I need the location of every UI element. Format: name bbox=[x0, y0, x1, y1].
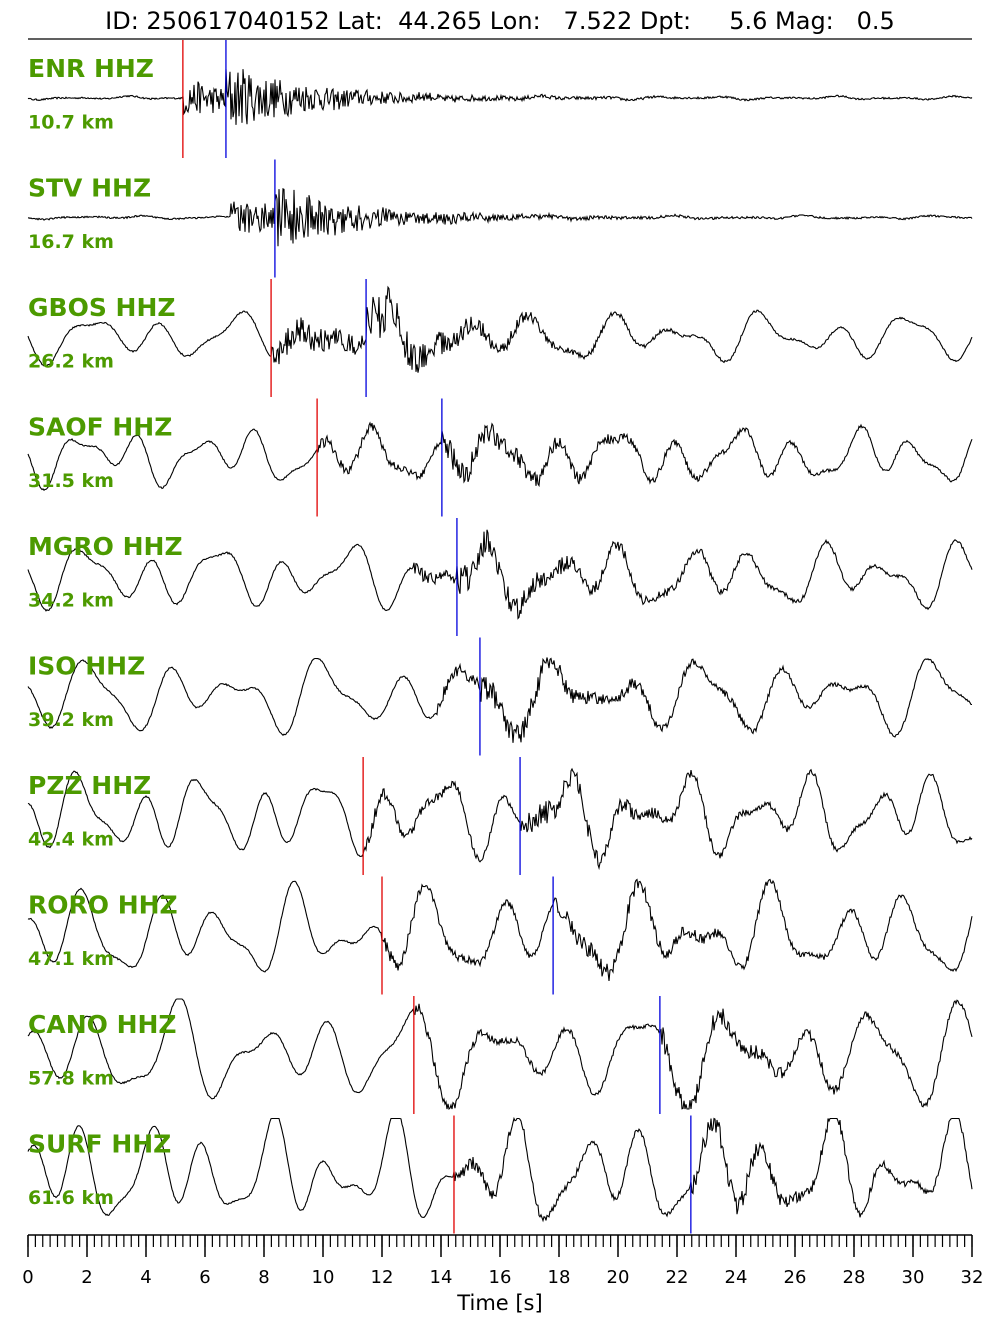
x-tick-label: 16 bbox=[489, 1267, 512, 1288]
waveform bbox=[27, 767, 973, 871]
station-label: GBOS HHZ bbox=[28, 293, 176, 322]
waveform bbox=[27, 657, 972, 743]
waveform bbox=[27, 421, 973, 491]
waveform bbox=[27, 1116, 973, 1223]
x-tick-label: 14 bbox=[430, 1267, 453, 1288]
distance-label: 31.5 km bbox=[28, 470, 114, 492]
station-label: SURF HHZ bbox=[28, 1130, 171, 1159]
chart-title: ID: 250617040152 Lat: 44.265 Lon: 7.522 … bbox=[105, 7, 895, 35]
waveform bbox=[27, 998, 973, 1111]
x-tick-label: 0 bbox=[22, 1267, 33, 1288]
x-tick-label: 32 bbox=[961, 1267, 984, 1288]
x-tick-label: 22 bbox=[666, 1267, 689, 1288]
distance-label: 47.1 km bbox=[28, 948, 114, 970]
station-label: RORO HHZ bbox=[28, 891, 178, 920]
waveform bbox=[27, 529, 973, 620]
station-label: CANO HHZ bbox=[28, 1010, 177, 1039]
x-tick-label: 8 bbox=[258, 1267, 269, 1288]
x-tick-label: 6 bbox=[199, 1267, 210, 1288]
station-label: ENR HHZ bbox=[28, 54, 154, 83]
station-label: MGRO HHZ bbox=[28, 532, 183, 561]
distance-label: 61.6 km bbox=[28, 1187, 114, 1209]
x-tick-label: 18 bbox=[548, 1267, 571, 1288]
x-tick-label: 24 bbox=[725, 1267, 748, 1288]
distance-label: 16.7 km bbox=[28, 231, 114, 253]
distance-label: 39.2 km bbox=[28, 709, 114, 731]
x-tick-label: 20 bbox=[607, 1267, 630, 1288]
distance-label: 42.4 km bbox=[28, 829, 114, 851]
waveform bbox=[27, 69, 973, 125]
distance-label: 57.8 km bbox=[28, 1068, 114, 1090]
waveform bbox=[27, 285, 973, 373]
x-tick-label: 10 bbox=[312, 1267, 335, 1288]
x-tick-label: 2 bbox=[81, 1267, 92, 1288]
station-label: ISO HHZ bbox=[28, 652, 145, 681]
x-tick-label: 26 bbox=[784, 1267, 807, 1288]
x-tick-label: 4 bbox=[140, 1267, 151, 1288]
x-axis-label: Time [s] bbox=[456, 1291, 542, 1315]
waveform bbox=[27, 878, 973, 982]
station-label: PZZ HHZ bbox=[28, 771, 151, 800]
distance-label: 34.2 km bbox=[28, 590, 114, 612]
distance-label: 10.7 km bbox=[28, 112, 114, 134]
x-tick-label: 12 bbox=[371, 1267, 394, 1288]
station-label: STV HHZ bbox=[28, 174, 151, 203]
distance-label: 26.2 km bbox=[28, 351, 114, 373]
x-tick-label: 30 bbox=[902, 1267, 925, 1288]
waveform bbox=[27, 188, 973, 247]
station-label: SAOF HHZ bbox=[28, 413, 172, 442]
x-tick-label: 28 bbox=[843, 1267, 866, 1288]
